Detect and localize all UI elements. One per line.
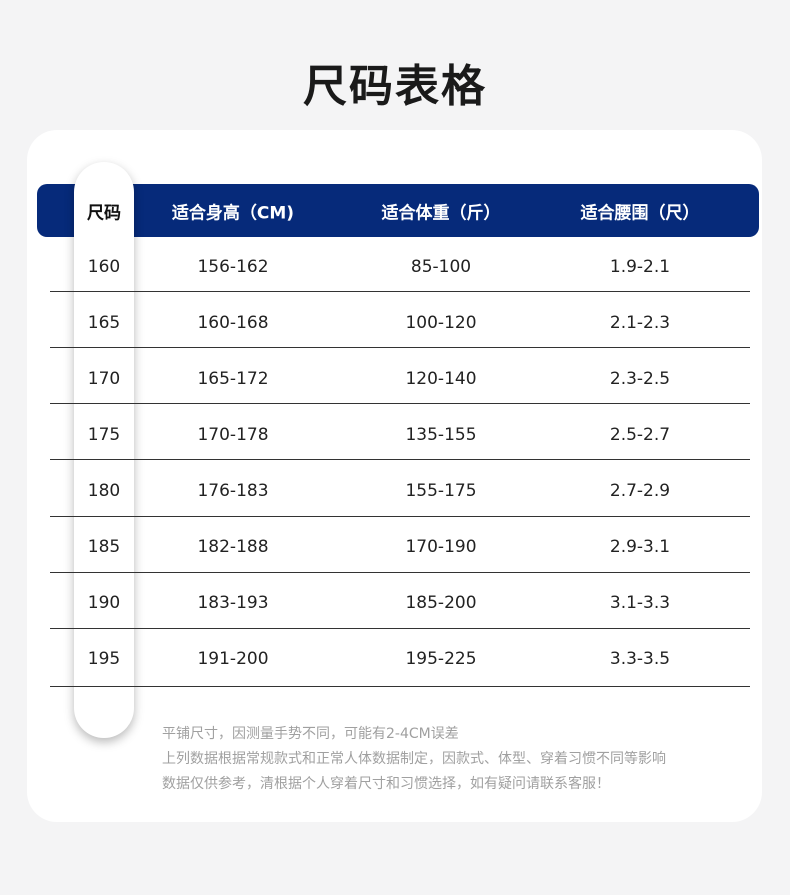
table-cell: 2.3-2.5 [609, 369, 671, 389]
table-cell: 176-183 [197, 481, 269, 501]
table-cell: 185-200 [405, 593, 477, 613]
table-cell: 120-140 [405, 369, 477, 389]
table-cell: 170-178 [197, 425, 269, 445]
row-divider [50, 403, 750, 404]
table-cell: 195-225 [405, 649, 477, 669]
table-cell: 3.3-3.5 [609, 649, 671, 669]
size-cell: 160 [87, 257, 121, 277]
table-cell: 1.9-2.1 [609, 257, 671, 277]
table-cell: 2.5-2.7 [609, 425, 671, 445]
page-title: 尺码表格 [303, 61, 487, 112]
table-cell: 100-120 [405, 313, 477, 333]
table-cell: 155-175 [405, 481, 477, 501]
size-cell: 195 [87, 649, 121, 669]
column-header: 适合体重（斤） [381, 203, 501, 224]
size-chart-card [27, 130, 762, 822]
size-cell: 180 [87, 481, 121, 501]
note-line: 数据仅供参考，清根据个人穿着尺寸和习惯选择，如有疑问请联系客服！ [162, 776, 610, 792]
row-divider [50, 686, 750, 687]
row-divider [50, 628, 750, 629]
table-cell: 182-188 [197, 537, 269, 557]
table-cell: 2.1-2.3 [609, 313, 671, 333]
size-cell: 190 [87, 593, 121, 613]
table-cell: 2.9-3.1 [609, 537, 671, 557]
table-cell: 165-172 [197, 369, 269, 389]
size-cell: 185 [87, 537, 121, 557]
size-cell: 175 [87, 425, 121, 445]
row-divider [50, 459, 750, 460]
row-divider [50, 572, 750, 573]
column-header: 适合身高（CM) [171, 203, 295, 224]
row-divider [50, 347, 750, 348]
table-cell: 160-168 [197, 313, 269, 333]
size-column-highlight [74, 162, 134, 738]
table-header-bar [37, 184, 759, 237]
table-cell: 85-100 [410, 257, 472, 277]
note-line: 平铺尺寸，因测量手势不同，可能有2-4CM误差 [162, 726, 459, 742]
column-header: 尺码 [87, 203, 121, 224]
row-divider [50, 516, 750, 517]
size-cell: 165 [87, 313, 121, 333]
size-cell: 170 [87, 369, 121, 389]
table-cell: 191-200 [197, 649, 269, 669]
table-cell: 156-162 [197, 257, 269, 277]
column-header: 适合腰围（尺） [580, 203, 700, 224]
table-cell: 3.1-3.3 [609, 593, 671, 613]
table-cell: 183-193 [197, 593, 269, 613]
row-divider [50, 291, 750, 292]
note-line: 上列数据根据常规款式和正常人体数据制定，因款式、体型、穿着习惯不同等影响 [162, 751, 666, 767]
table-cell: 170-190 [405, 537, 477, 557]
table-cell: 135-155 [405, 425, 477, 445]
table-cell: 2.7-2.9 [609, 481, 671, 501]
